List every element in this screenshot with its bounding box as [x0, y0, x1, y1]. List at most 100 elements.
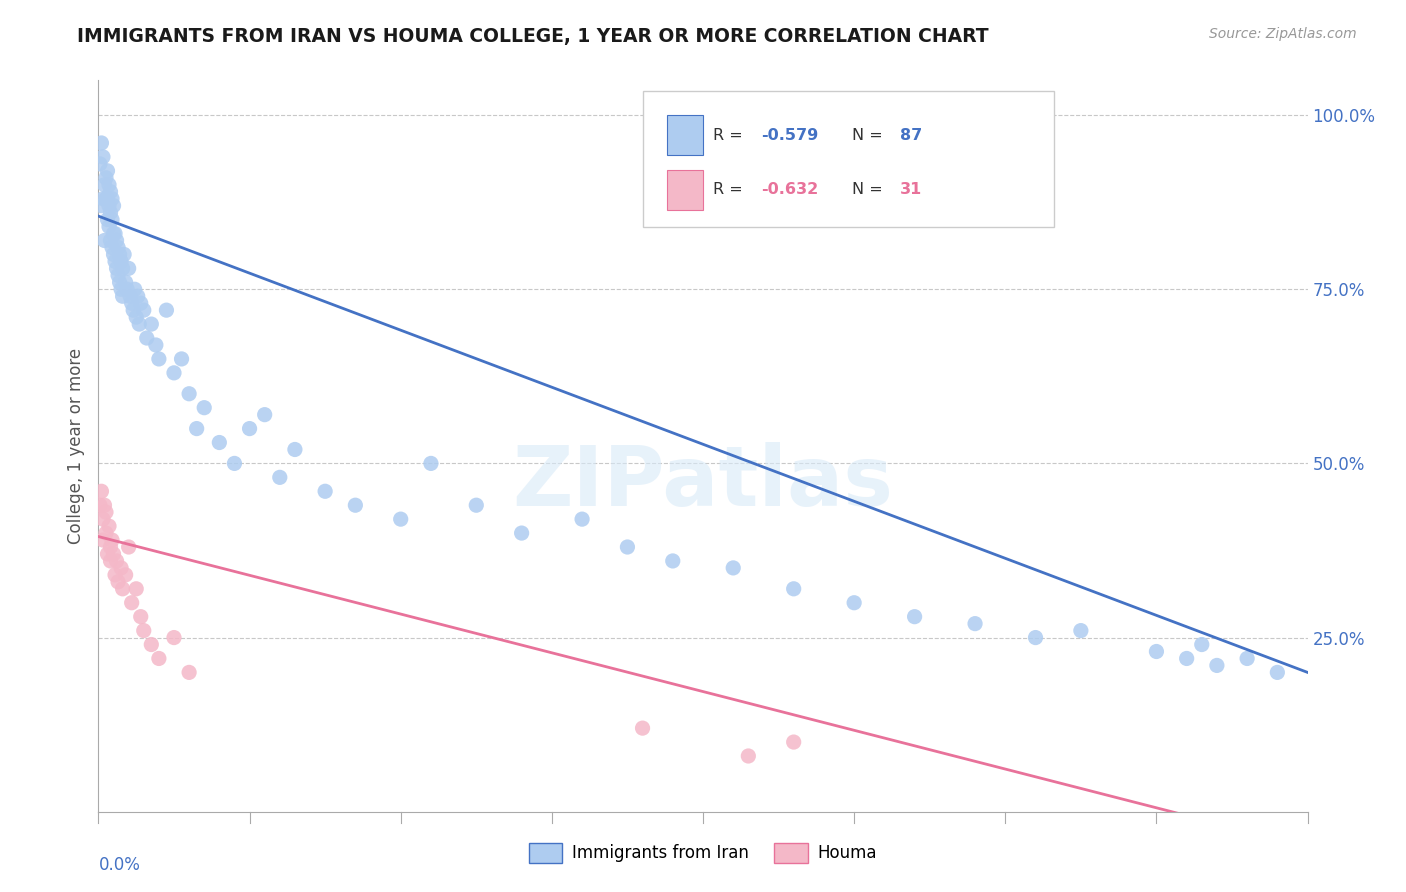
Point: [100, 185, 122, 199]
Point: [96, 192, 118, 206]
Point: [631, 721, 654, 735]
Point: [737, 749, 759, 764]
Point: [100, 540, 122, 554]
Point: [96, 547, 118, 561]
Point: [101, 240, 124, 254]
Point: [253, 408, 276, 422]
Point: [96, 212, 118, 227]
Point: [1144, 644, 1167, 658]
Point: [118, 540, 141, 554]
Point: [104, 254, 127, 268]
Text: N =: N =: [852, 183, 887, 197]
Point: [115, 282, 138, 296]
Point: [90, 484, 112, 499]
Point: [94, 170, 117, 185]
Point: [132, 303, 155, 318]
Point: [121, 596, 143, 610]
Point: [107, 268, 129, 283]
Point: [129, 296, 152, 310]
Point: [94, 192, 117, 206]
Point: [101, 192, 124, 206]
Point: [118, 261, 141, 276]
Point: [179, 665, 201, 680]
Y-axis label: College, 1 year or more: College, 1 year or more: [66, 348, 84, 544]
Point: [135, 331, 157, 345]
Point: [93, 178, 115, 192]
Text: 0.0%: 0.0%: [98, 855, 141, 873]
Point: [141, 638, 163, 652]
Point: [145, 338, 167, 352]
Point: [108, 275, 131, 289]
Text: R =: R =: [713, 128, 748, 143]
Point: [179, 386, 201, 401]
Point: [224, 457, 246, 471]
Point: [284, 442, 307, 457]
Point: [1070, 624, 1092, 638]
Point: [904, 609, 927, 624]
Point: [129, 609, 152, 624]
Point: [1175, 651, 1198, 665]
Point: [1206, 658, 1229, 673]
Point: [148, 651, 170, 665]
Point: [141, 317, 163, 331]
Point: [114, 275, 136, 289]
Text: -0.579: -0.579: [761, 128, 818, 143]
Point: [93, 234, 115, 248]
Point: [90, 199, 112, 213]
FancyBboxPatch shape: [643, 91, 1053, 227]
Point: [965, 616, 987, 631]
Point: [723, 561, 745, 575]
Point: [193, 401, 215, 415]
Point: [269, 470, 291, 484]
Point: [98, 219, 121, 234]
Point: [155, 303, 177, 318]
Point: [465, 498, 488, 512]
Point: [132, 624, 155, 638]
Point: [104, 227, 127, 241]
Point: [148, 351, 170, 366]
Point: [103, 247, 125, 261]
Text: 31: 31: [900, 183, 922, 197]
Point: [128, 317, 150, 331]
Point: [111, 582, 134, 596]
Point: [170, 351, 193, 366]
Point: [127, 289, 149, 303]
Point: [91, 150, 114, 164]
Bar: [666, 115, 703, 155]
Point: [91, 192, 114, 206]
Point: [94, 526, 117, 541]
Point: [389, 512, 412, 526]
Point: [100, 205, 122, 219]
Point: [124, 282, 146, 296]
Point: [93, 498, 115, 512]
Point: [107, 574, 129, 589]
Point: [1236, 651, 1258, 665]
Point: [120, 289, 142, 303]
Point: [104, 567, 127, 582]
Point: [90, 136, 112, 150]
Point: [108, 247, 131, 261]
Point: [98, 519, 121, 533]
Point: [616, 540, 638, 554]
Text: N =: N =: [852, 128, 887, 143]
Point: [89, 498, 111, 512]
Point: [103, 199, 125, 213]
Point: [105, 554, 128, 568]
Point: [110, 254, 132, 268]
Point: [94, 505, 117, 519]
Point: [105, 234, 128, 248]
Point: [1191, 638, 1213, 652]
Point: [1024, 631, 1046, 645]
Point: [105, 261, 128, 276]
Point: [510, 526, 533, 541]
Point: [112, 247, 135, 261]
Point: [111, 261, 134, 276]
Point: [420, 457, 443, 471]
Point: [125, 582, 148, 596]
Text: Source: ZipAtlas.com: Source: ZipAtlas.com: [1209, 27, 1357, 41]
Point: [163, 631, 186, 645]
Text: R =: R =: [713, 183, 748, 197]
Point: [344, 498, 367, 512]
Point: [208, 435, 231, 450]
Point: [239, 421, 262, 435]
